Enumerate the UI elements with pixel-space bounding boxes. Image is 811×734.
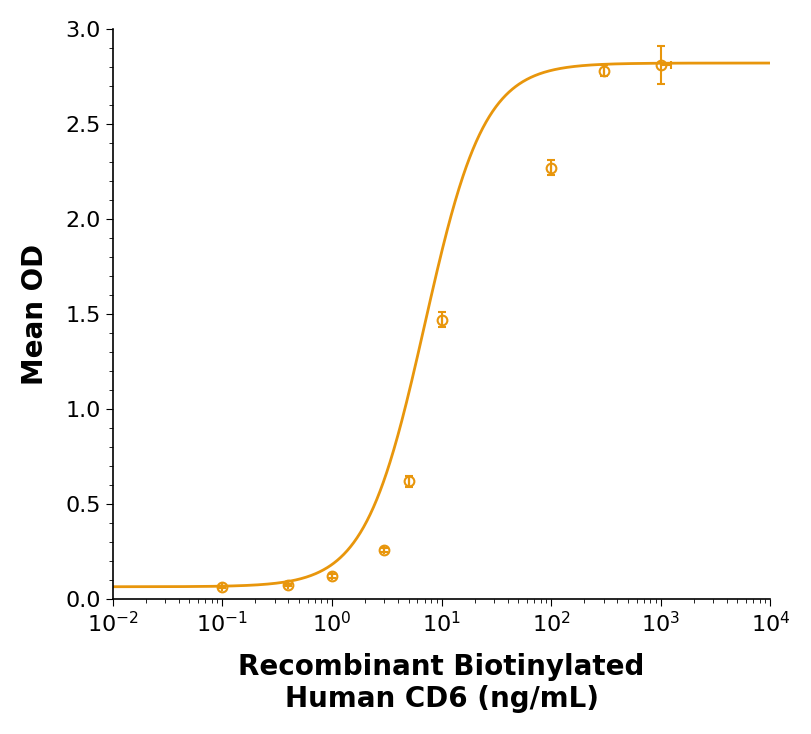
- Y-axis label: Mean OD: Mean OD: [21, 244, 49, 385]
- X-axis label: Recombinant Biotinylated
Human CD6 (ng/mL): Recombinant Biotinylated Human CD6 (ng/m…: [238, 653, 645, 713]
